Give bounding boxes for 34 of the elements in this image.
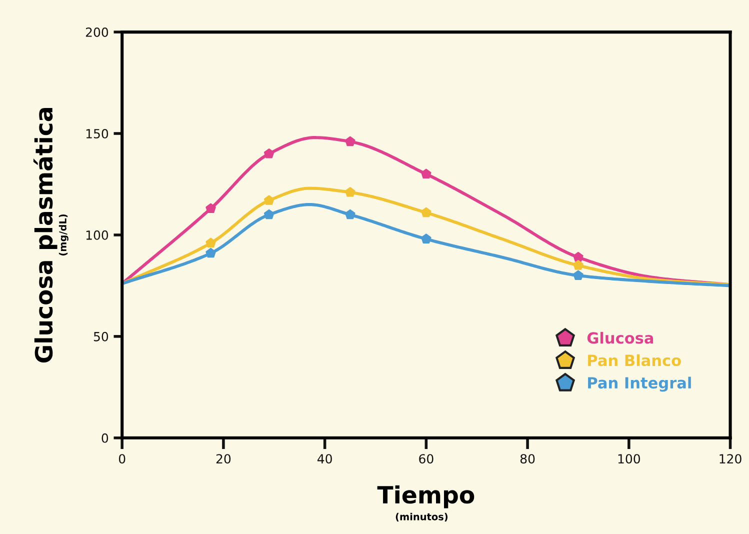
y-tick-label: 50: [94, 332, 108, 342]
x-tick-label: 60: [419, 454, 434, 464]
x-tick-label: 0: [118, 454, 126, 464]
point: [264, 195, 274, 205]
y-tick-label: 0: [102, 433, 108, 443]
text: (minutos): [396, 512, 448, 522]
point: [206, 248, 216, 258]
point: [206, 203, 216, 214]
point: [345, 209, 356, 220]
point: [264, 148, 274, 158]
x-tick-label: 40: [317, 454, 332, 464]
x-tick-label: 20: [216, 454, 231, 464]
point: [264, 209, 274, 220]
y-axis-title: Glucosa plasmática: [33, 108, 58, 363]
x-tick-label: 100: [618, 454, 640, 464]
point: [345, 186, 356, 197]
text: (mg/dL): [58, 214, 68, 256]
point: [421, 168, 432, 179]
y-tick-label: 150: [86, 128, 108, 138]
legend-label: Pan Integral: [588, 376, 691, 392]
legend-label: Pan Blanco: [588, 354, 681, 366]
point: [573, 270, 584, 280]
y-tick-label: 100: [86, 230, 108, 240]
y-tick-label: 200: [86, 28, 108, 37]
point: [573, 252, 584, 262]
point: [206, 238, 216, 248]
legend-label: Glucosa: [587, 332, 654, 344]
point: [421, 207, 432, 218]
point: [421, 234, 432, 244]
x-tick-label: 120: [720, 454, 742, 464]
point: [573, 260, 584, 270]
x-tick-label: 80: [520, 454, 535, 464]
point: [345, 136, 356, 146]
x-axis-title: Tiempo: [377, 485, 474, 508]
